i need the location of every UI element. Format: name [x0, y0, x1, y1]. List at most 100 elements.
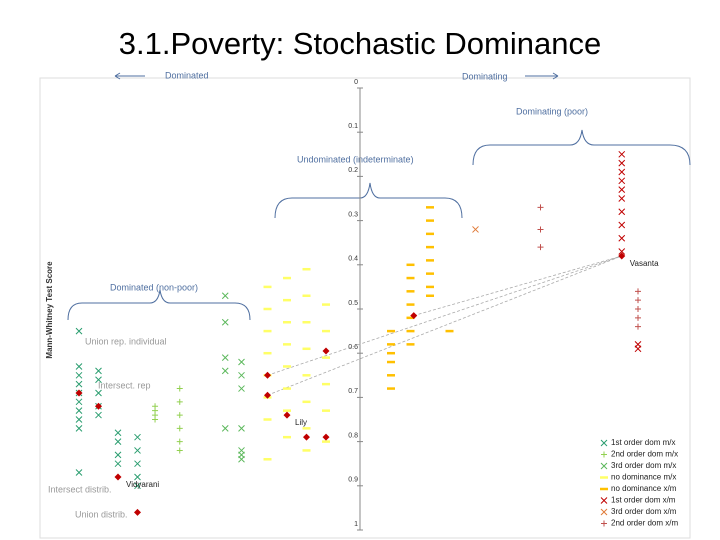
data-point	[618, 234, 626, 242]
point-label: Vidyarani	[126, 480, 159, 489]
highlight-point	[283, 411, 291, 419]
y-tick-label: 1	[354, 521, 358, 528]
y-tick-label: 0.3	[348, 211, 358, 218]
y-tick-label: 0.6	[348, 344, 358, 351]
data-point	[95, 376, 102, 384]
data-point	[114, 460, 122, 468]
data-point	[134, 460, 141, 468]
connector	[413, 255, 622, 317]
data-point	[95, 389, 102, 397]
connector	[267, 255, 622, 396]
data-point	[176, 412, 183, 419]
data-point	[238, 385, 245, 392]
data-point	[635, 288, 641, 295]
highlight-point	[322, 347, 330, 355]
data-point	[176, 398, 183, 405]
data-point	[618, 248, 626, 255]
data-point	[537, 244, 544, 251]
data-point	[238, 455, 245, 463]
highlight-point	[303, 433, 310, 441]
y-tick-label: 0.1	[348, 123, 358, 130]
y-tick-label: 0.4	[348, 256, 358, 263]
chart-frame	[39, 77, 691, 539]
annotation: Undominated (indeterminate)	[297, 154, 414, 164]
data-point	[114, 429, 122, 437]
data-point	[95, 367, 102, 375]
point-label: Lily	[295, 418, 307, 427]
y-tick-label: 0.2	[348, 167, 358, 174]
data-point	[134, 482, 141, 490]
data-point	[472, 226, 479, 233]
legend-label: 2nd order dom m/x	[611, 450, 678, 459]
legend-marker	[601, 451, 607, 458]
annotation: Dominating	[462, 71, 508, 81]
highlight-point	[134, 508, 141, 516]
y-tick-label: 0.8	[348, 432, 358, 439]
data-point	[238, 358, 245, 366]
y-axis-label: Mann-Whitney Test Score	[45, 261, 54, 359]
data-point	[618, 168, 626, 176]
data-point	[75, 416, 83, 423]
legend-label: 1st order dom m/x	[611, 438, 675, 447]
data-point	[75, 407, 83, 415]
data-point	[221, 318, 229, 326]
data-point	[114, 451, 122, 459]
data-point	[75, 424, 83, 432]
data-point	[635, 297, 641, 304]
data-point	[635, 323, 641, 330]
data-point	[221, 354, 229, 361]
arrow-right	[525, 72, 559, 80]
data-point	[75, 363, 83, 370]
annotation: Dominated (non-poor)	[110, 282, 198, 292]
annotation: Intersect. rep	[98, 380, 151, 390]
data-point	[618, 221, 626, 229]
legend-label: no dominance x/m	[611, 484, 677, 493]
y-tick-label: 0.9	[348, 477, 358, 484]
highlight-point	[75, 389, 83, 397]
data-point	[618, 195, 626, 202]
annotation: Intersect distrib.	[48, 484, 112, 494]
data-point	[75, 380, 83, 388]
data-point	[114, 438, 122, 445]
annotation: Union rep. individual	[85, 336, 167, 346]
data-point	[134, 447, 141, 454]
legend-label: no dominance m/x	[611, 473, 676, 482]
data-point	[221, 292, 229, 300]
legend-marker	[600, 462, 608, 470]
annotation: Dominated	[165, 70, 209, 80]
data-point	[176, 385, 183, 392]
data-point	[134, 473, 141, 481]
highlight-point	[322, 433, 330, 441]
highlight-point	[264, 371, 271, 379]
bracket-dominating-poor	[472, 129, 691, 166]
data-point	[537, 204, 544, 211]
data-point	[176, 438, 183, 445]
highlight-point	[410, 312, 418, 320]
data-point	[176, 447, 183, 454]
data-point	[75, 371, 83, 379]
data-point	[635, 306, 641, 312]
data-point	[618, 208, 626, 216]
legend-marker	[600, 439, 608, 447]
data-point	[75, 327, 83, 335]
data-point	[134, 433, 141, 441]
legend-label: 2nd order dom x/m	[611, 519, 678, 528]
data-point	[618, 159, 626, 167]
annotation: Union distrib.	[75, 509, 128, 519]
highlight-point	[264, 391, 271, 399]
legend-label: 3rd order dom x/m	[611, 507, 677, 516]
bracket-undominated	[274, 182, 463, 219]
arrow-left	[114, 72, 145, 80]
legend-label: 3rd order dom m/x	[611, 461, 676, 470]
data-point	[537, 226, 544, 233]
legend-marker	[600, 508, 608, 516]
annotation: Dominating (poor)	[516, 106, 588, 116]
data-point	[176, 425, 183, 432]
data-point	[221, 367, 229, 375]
data-point	[618, 186, 626, 194]
data-point	[634, 345, 642, 353]
data-point	[618, 150, 626, 158]
y-tick-label: 0	[354, 79, 358, 86]
legend-marker	[601, 520, 607, 527]
